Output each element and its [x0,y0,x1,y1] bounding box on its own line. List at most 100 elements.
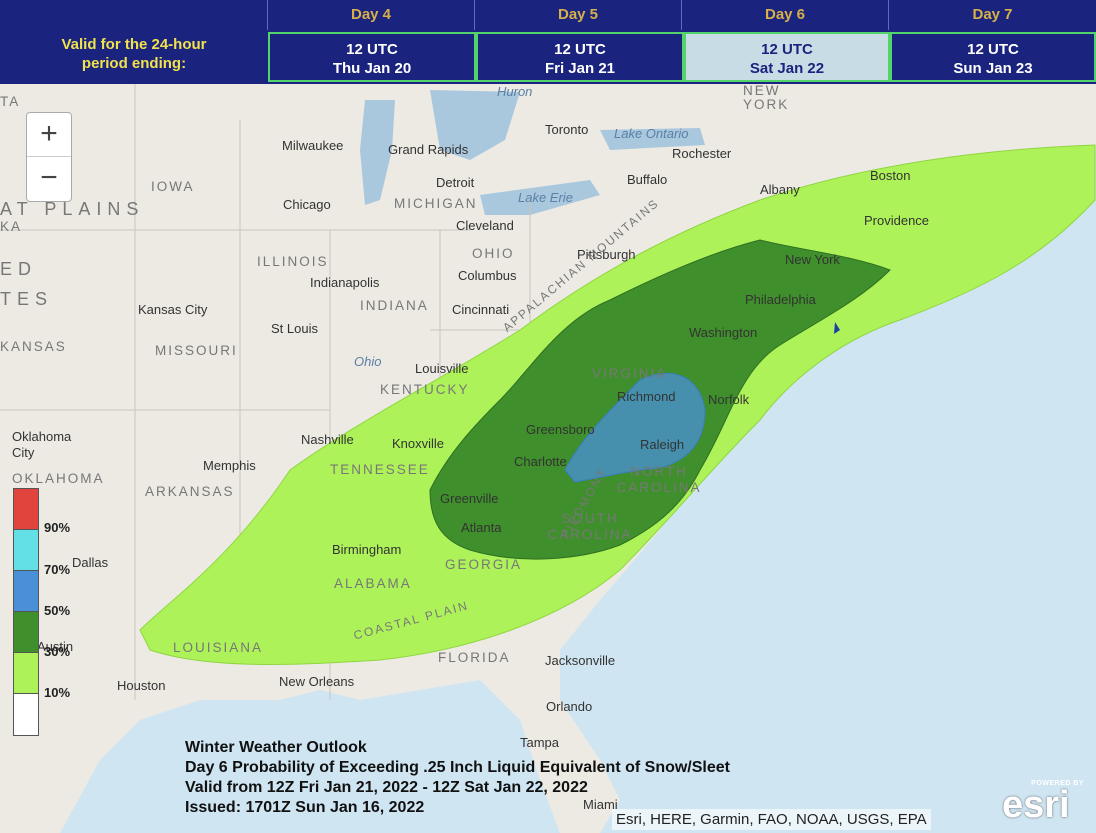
day-selector-header: Day 4 Day 5 Day 6 Day 7 Valid for the 24… [0,0,1096,84]
zoom-out-button[interactable]: − [40,161,58,194]
caption-issued: Issued: 1701Z Sun Jan 16, 2022 [185,799,425,816]
region-label: TES [0,289,54,309]
city-label: Louisville [415,361,469,376]
region-label: OKLAHOMA [12,471,105,486]
zoom-in-button[interactable]: + [27,113,71,157]
region-label: FLORIDA [438,650,511,665]
region-label: KA [0,219,23,234]
city-label: Pittsburgh [577,247,636,262]
legend-swatch-10 [14,653,38,694]
city-label: Kansas City [138,302,208,317]
city-label: Jacksonville [545,653,616,668]
date-button-day-6-selected[interactable]: 12 UTC Sat Jan 22 [684,32,890,82]
region-label: MICHIGAN [394,196,478,211]
valid-label-line2: period ending: [81,55,187,72]
water-label: Huron [497,84,533,99]
date-button-day-4[interactable]: 12 UTC Thu Jan 20 [268,32,476,82]
city-label: Buffalo [627,172,668,187]
caption-description: Day 6 Probability of Exceeding .25 Inch … [185,759,730,776]
city-label: Knoxville [392,436,445,451]
city-label: Cincinnati [452,302,510,317]
region-label: TA [0,94,21,109]
esri-powered-by: POWERED BY [1031,780,1084,787]
water-label: Lake Ontario [614,126,689,141]
city-label: Boston [870,168,911,183]
city-label: New Orleans [279,674,355,689]
region-label: ED [0,259,38,279]
water-label: Ohio [354,354,382,369]
city-label: St Louis [271,321,318,336]
region-label: MISSOURI [155,343,238,358]
city-label: Atlanta [461,520,502,535]
esri-wordmark: esri [1002,784,1070,826]
tab-day-6[interactable]: Day 6 [682,0,889,30]
region-label: LOUISIANA [173,640,264,655]
caption-valid-range: Valid from 12Z Fri Jan 21, 2022 - 12Z Sa… [185,779,588,796]
esri-logo[interactable]: POWERED BY esri [1002,780,1088,828]
date-time: 12 UTC [761,41,813,58]
region-label: NEW YORK [743,84,790,112]
region-label: KANSAS [0,339,67,354]
city-label: Grand Rapids [388,142,469,157]
city-label: Norfolk [708,392,750,407]
city-label: Columbus [458,268,517,283]
date-button-day-7[interactable]: 12 UTC Sun Jan 23 [890,32,1096,82]
tab-day-4[interactable]: Day 4 [268,0,475,30]
legend-label-10: 10% [44,685,71,700]
map-canvas [0,84,1096,833]
caption-title: Winter Weather Outlook [185,739,367,756]
date-button-day-5[interactable]: 12 UTC Fri Jan 21 [476,32,684,82]
date-time: 12 UTC [346,41,398,58]
region-label: NORTH CAROLINA [616,464,702,495]
city-label: Albany [760,182,800,197]
city-label: Rochester [672,146,732,161]
date-label: Sun Jan 23 [953,60,1033,77]
header-corner [0,0,268,30]
city-label: Washington [689,325,758,340]
region-label: ALABAMA [334,576,412,591]
region-label: AT PLAINS [0,199,145,219]
city-label: Raleigh [640,437,685,452]
map-view[interactable]: Milwaukee Grand Rapids Toronto Rochester… [0,84,1096,833]
date-time: 12 UTC [554,41,606,58]
city-label: Austin [37,639,74,654]
city-label: Cleveland [456,218,514,233]
probability-legend [13,488,39,736]
city-label: Charlotte [514,454,567,469]
region-label: INDIANA [360,298,429,313]
city-label: Philadelphia [745,292,816,307]
date-label: Thu Jan 20 [332,60,412,77]
region-label: GEORGIA [445,557,523,572]
date-label: Sat Jan 22 [749,60,825,77]
legend-swatch-70 [14,530,38,571]
city-label: Oklahoma City [12,429,72,460]
legend-swatch-0 [14,694,38,735]
region-label: TENNESSEE [330,462,430,477]
city-label: Memphis [203,458,256,473]
lake-huron [430,90,520,160]
legend-swatch-30 [14,612,38,653]
legend-label-70: 70% [44,562,71,577]
region-label: KENTUCKY [380,382,470,397]
legend-swatch-50 [14,571,38,612]
city-label: Houston [117,678,166,693]
valid-period-label: Valid for the 24-hour period ending: [0,32,268,82]
zoom-control: + − [26,112,72,202]
tab-day-5[interactable]: Day 5 [475,0,682,30]
region-label: ARKANSAS [145,484,235,499]
legend-label-90: 90% [44,520,71,535]
lake-erie [480,180,600,215]
city-label: Dallas [72,555,109,570]
contour-50-percent [564,372,706,483]
city-label: Birmingham [332,542,402,557]
city-label: Richmond [617,389,676,404]
valid-label-line1: Valid for the 24-hour [61,36,207,53]
region-label: OHIO [472,246,515,261]
region-label: VIRGINIA [592,366,668,381]
water-label: Lake Erie [518,190,573,205]
city-label: Chicago [283,197,331,212]
tab-day-7[interactable]: Day 7 [972,6,1013,23]
map-attribution[interactable]: Esri, HERE, Garmin, FAO, NOAA, USGS, EPA [612,809,931,830]
city-label: Indianapolis [310,275,380,290]
contour-small-patch [834,322,840,334]
